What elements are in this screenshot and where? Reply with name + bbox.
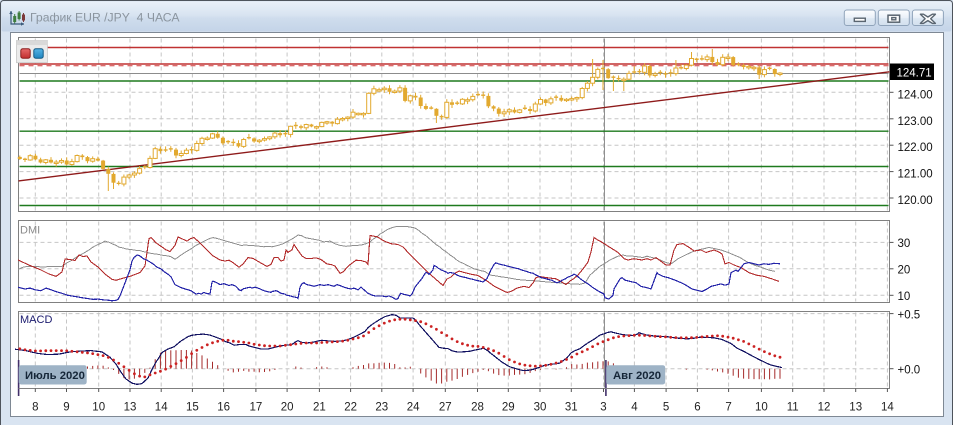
svg-text:Авг 2020: Авг 2020 bbox=[613, 370, 661, 382]
svg-text:29: 29 bbox=[502, 402, 515, 414]
svg-text:5: 5 bbox=[663, 402, 669, 414]
svg-text:Июль 2020: Июль 2020 bbox=[25, 370, 85, 382]
svg-text:31: 31 bbox=[565, 402, 578, 414]
svg-text:23: 23 bbox=[375, 402, 388, 414]
svg-text:4: 4 bbox=[631, 402, 638, 414]
svg-text:22: 22 bbox=[344, 402, 357, 414]
svg-text:3: 3 bbox=[600, 402, 606, 414]
svg-text:15: 15 bbox=[186, 402, 199, 414]
svg-text:DMI: DMI bbox=[20, 225, 40, 237]
svg-text:10: 10 bbox=[92, 402, 105, 414]
svg-text:124.00: 124.00 bbox=[898, 89, 933, 101]
svg-text:20: 20 bbox=[281, 402, 294, 414]
svg-text:9: 9 bbox=[63, 402, 69, 414]
svg-text:10: 10 bbox=[898, 291, 911, 303]
svg-text:17: 17 bbox=[250, 402, 263, 414]
svg-text:13: 13 bbox=[849, 402, 862, 414]
svg-text:8: 8 bbox=[32, 402, 38, 414]
svg-text:30: 30 bbox=[534, 402, 547, 414]
svg-text:28: 28 bbox=[471, 402, 484, 414]
svg-text:14: 14 bbox=[881, 402, 894, 414]
svg-text:24: 24 bbox=[407, 402, 420, 414]
svg-text:График EUR /JPY 4 ЧАСА: График EUR /JPY 4 ЧАСА bbox=[30, 11, 180, 25]
svg-text:123.00: 123.00 bbox=[898, 116, 933, 128]
svg-text:MACD: MACD bbox=[20, 314, 52, 326]
svg-text:16: 16 bbox=[217, 402, 230, 414]
svg-text:121.00: 121.00 bbox=[898, 169, 933, 181]
svg-text:10: 10 bbox=[755, 402, 768, 414]
svg-text:30: 30 bbox=[898, 238, 911, 250]
svg-text:21: 21 bbox=[313, 402, 326, 414]
svg-text:20: 20 bbox=[898, 265, 911, 277]
svg-text:+0.5: +0.5 bbox=[898, 309, 921, 321]
svg-text:13: 13 bbox=[124, 402, 137, 414]
svg-text:11: 11 bbox=[787, 402, 799, 414]
svg-text:+0.0: +0.0 bbox=[898, 365, 921, 377]
svg-text:27: 27 bbox=[439, 402, 452, 414]
svg-text:7: 7 bbox=[725, 402, 731, 414]
svg-text:120.00: 120.00 bbox=[898, 195, 933, 207]
svg-text:124.71: 124.71 bbox=[897, 68, 932, 80]
svg-text:12: 12 bbox=[818, 402, 831, 414]
svg-text:122.00: 122.00 bbox=[898, 142, 933, 154]
svg-text:6: 6 bbox=[694, 402, 700, 414]
svg-text:14: 14 bbox=[155, 402, 168, 414]
